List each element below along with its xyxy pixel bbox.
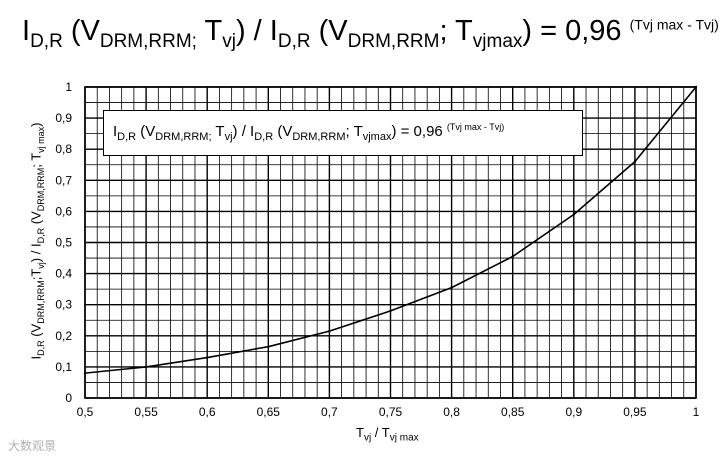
- series-point: [633, 160, 637, 163]
- formula-legend-text: ID,R (VDRM,RRM; Tvj) / ID,R (VDRM,RRM; T…: [113, 122, 505, 143]
- x-tick-label: 0,9: [565, 405, 582, 419]
- y-tick-label: 1: [65, 80, 72, 94]
- formula-legend-box: ID,R (VDRM,RRM; Tvj) / ID,R (VDRM,RRM; T…: [103, 110, 583, 156]
- x-tick-label: 0,55: [134, 405, 158, 419]
- y-tick-label: 0,1: [55, 360, 72, 374]
- series-point: [83, 371, 87, 375]
- y-tick-label: 0,3: [55, 298, 72, 312]
- y-tick-label: 0,2: [55, 329, 72, 343]
- x-tick-label: 0,95: [623, 405, 647, 419]
- series-point: [267, 345, 270, 348]
- plot-frame: [84, 86, 697, 399]
- series-point: [328, 329, 331, 333]
- y-tick-label: 0,5: [55, 236, 72, 250]
- series-point: [511, 255, 514, 258]
- y-tick-label: 0,8: [55, 142, 72, 156]
- y-tick-labels: 0 0,1 0,2 0,3 0,4 0,5 0,6 0,7 0,8 0,9 1: [55, 80, 72, 405]
- x-tick-label: 0,65: [257, 405, 281, 419]
- y-tick-label: 0,7: [55, 173, 72, 187]
- x-tick-labels: 0,5 0,55 0,6 0,65 0,7 0,75 0,8 0,85 0,9 0,95 1: [77, 405, 700, 419]
- series-point: [694, 85, 698, 89]
- y-axis-label: ID,R (VDRM,RRM;Tvj) / ID,R (VDRM,RRM; Tv…: [28, 122, 47, 360]
- series-point: [144, 365, 148, 369]
- x-tick-label: 0,7: [321, 405, 338, 419]
- series-point: [206, 356, 209, 359]
- x-tick-label: 0,6: [199, 405, 216, 419]
- plot-border: [84, 86, 697, 399]
- y-tick-label: 0,9: [55, 111, 72, 125]
- x-tick-label: 0,8: [443, 405, 460, 419]
- x-tick-label: 0,5: [77, 405, 94, 419]
- x-tick-label: 1: [693, 405, 700, 419]
- y-tick-label: 0: [65, 391, 72, 405]
- y-tick-label: 0,6: [55, 204, 72, 218]
- x-axis-label: Tvj / Tvj max: [356, 425, 419, 444]
- series-point: [572, 213, 575, 216]
- watermark: 大数观景: [8, 439, 57, 453]
- chart-title: ID,R (VDRM,RRM; Tvj) / ID,R (VDRM,RRM; T…: [22, 15, 719, 52]
- x-tick-label: 0,75: [379, 405, 403, 419]
- y-tick-label: 0,4: [55, 267, 72, 281]
- x-tick-label: 0,85: [501, 405, 525, 419]
- series-point: [389, 309, 392, 313]
- series-layer: [83, 85, 698, 375]
- series-point: [450, 286, 453, 289]
